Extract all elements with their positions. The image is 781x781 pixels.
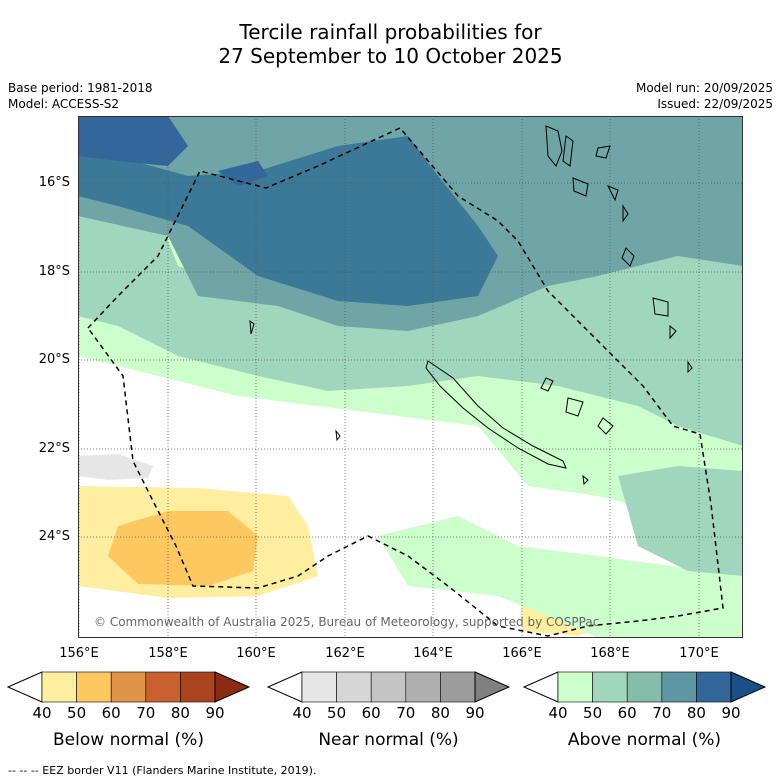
map-frame [78, 116, 743, 638]
above-normal-colorbar-segment [592, 671, 628, 703]
near-normal-colorbar-segment [405, 671, 441, 703]
below-normal-colorbar-high-arrow [214, 671, 251, 703]
map-canvas [78, 116, 743, 638]
below-normal-colorbar-segment [76, 671, 112, 703]
above-normal-colorbar-segment [696, 671, 732, 703]
eez-border [87, 127, 724, 637]
model-name: Model: ACCESS-S2 [8, 97, 120, 111]
new-caledonia-landmass [425, 360, 567, 469]
title-line-2: 27 September to 10 October 2025 [218, 44, 563, 68]
near-normal-colorbar-segment [370, 671, 407, 703]
above-normal-tick-label: 70 [652, 704, 672, 722]
above-normal-tick-label: 60 [617, 704, 637, 722]
near-normal-tick-label: 60 [361, 704, 381, 722]
near-normal-tick-label: 70 [396, 704, 416, 722]
above-normal-colorbar-segment [661, 671, 697, 703]
issued-date: Issued: 22/09/2025 [657, 97, 773, 111]
lon-label-158e: 158°E [148, 646, 188, 661]
above-normal-colorbar-segment [557, 671, 593, 703]
above-normal-80-spot [218, 161, 268, 186]
model-run: Model run: 20/09/2025 [635, 81, 773, 95]
lon-label-160e: 160°E [236, 646, 276, 661]
below-normal-tick-label: 90 [205, 704, 225, 722]
above-normal-colorbar-label: Above normal (%) [567, 730, 722, 750]
above-normal-colorbar-segment [626, 671, 663, 703]
lon-label-156e: 156°E [59, 646, 99, 661]
near-normal-colorbar-low-arrow [266, 671, 303, 703]
above-normal-tick-label: 50 [583, 704, 603, 722]
above-normal-40-zone-south [378, 516, 743, 638]
lat-label-20s: 20°S [38, 352, 70, 367]
below-normal-colorbar-low-arrow [6, 671, 43, 703]
lat-label-16s: 16°S [38, 175, 70, 190]
below-normal-colorbar-segment [180, 671, 216, 703]
colorbars [6, 671, 767, 703]
above-normal-tick-label: 90 [721, 704, 741, 722]
lat-label-18s: 18°S [38, 264, 70, 279]
near-normal-tick-label: 80 [430, 704, 450, 722]
lat-label-24s: 24°S [38, 529, 70, 544]
near-normal-colorbar-segment [301, 671, 337, 703]
near-normal-tick-label: 50 [327, 704, 347, 722]
above-normal-colorbar-high-arrow [730, 671, 767, 703]
above-normal-tick-label: 80 [686, 704, 706, 722]
eez-legend: -- -- -- EEZ border V11 (Flanders Marine… [8, 764, 317, 777]
near-normal-tick-label: 90 [465, 704, 485, 722]
below-normal-colorbar-segment [110, 671, 147, 703]
near-normal-tick-label: 40 [292, 704, 312, 722]
base-period: Base period: 1981-2018 [8, 81, 153, 95]
copyright-notice: © Commonwealth of Australia 2025, Bureau… [94, 615, 600, 629]
lon-label-168e: 168°E [590, 646, 630, 661]
above-normal-50-zone-east [618, 466, 743, 576]
below-normal-50-zone [108, 511, 258, 586]
below-normal-colorbar-segment [41, 671, 77, 703]
above-normal-70-zone [78, 136, 498, 306]
near-normal-colorbar-segment [336, 671, 372, 703]
near-normal-colorbar-segment [440, 671, 476, 703]
above-normal-80-zone [78, 116, 188, 166]
lon-label-164e: 164°E [413, 646, 453, 661]
vanuatu-islands [545, 125, 693, 486]
below-normal-tick-label: 60 [101, 704, 121, 722]
above-normal-tick-label: 40 [548, 704, 568, 722]
small-islands [249, 319, 341, 442]
lon-label-166e: 166°E [502, 646, 542, 661]
below-normal-tick-label: 70 [136, 704, 156, 722]
lon-label-170e: 170°E [679, 646, 719, 661]
below-normal-colorbar-segment [145, 671, 181, 703]
lon-label-162e: 162°E [325, 646, 365, 661]
below-normal-tick-label: 40 [32, 704, 52, 722]
title-line-1: Tercile rainfall probabilities for [239, 20, 542, 44]
below-normal-tick-label: 50 [67, 704, 87, 722]
near-normal-colorbar-label: Near normal (%) [318, 730, 459, 750]
lat-label-22s: 22°S [38, 441, 70, 456]
above-normal-colorbar-low-arrow [522, 671, 559, 703]
loyalty-islands [540, 377, 614, 435]
below-normal-colorbar-label: Below normal (%) [53, 730, 204, 750]
below-normal-tick-label: 80 [170, 704, 190, 722]
near-normal-colorbar-high-arrow [474, 671, 511, 703]
near-normal-40-zone [78, 454, 153, 480]
